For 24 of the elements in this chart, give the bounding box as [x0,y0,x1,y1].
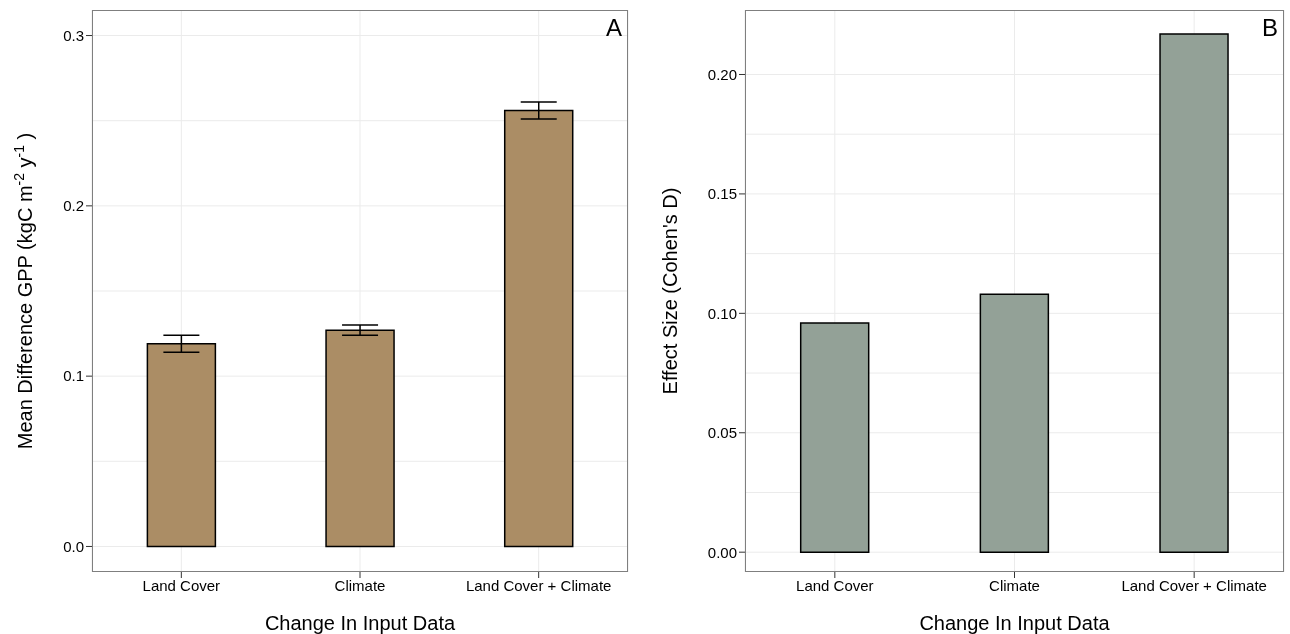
y-tick-label: 0.2 [63,197,84,215]
y-tick-label: 0.15 [707,185,737,203]
y-tick-label: 0.1 [63,367,84,385]
y-tick-label: 0.3 [63,26,84,44]
annotation: B [1261,14,1278,42]
y-tick-label: 0.10 [707,304,737,322]
x-tick-label: Land Cover [142,576,221,594]
y-tick-label: 0.05 [707,424,737,442]
y-tick-label: 0.00 [707,543,737,561]
x-axis-title: Change In Input Data [919,612,1111,634]
bar [1159,33,1229,553]
x-tick-label: Climate [334,576,386,594]
y-tick-label: 0.0 [63,537,84,555]
x-tick-label: Land Cover + Climate [1121,576,1267,594]
bar [325,329,395,548]
bar [799,322,870,553]
x-tick-label: Land Cover + Climate [465,576,612,594]
y-tick-label: 0.20 [707,65,737,83]
annotation: A [605,14,622,42]
x-axis-title: Change In Input Data [264,612,456,634]
x-tick-label: Land Cover [796,576,874,594]
bar [979,293,1050,553]
x-tick-label: Climate [989,576,1040,594]
y-axis-title: Effect Size (Cohen's D) [659,187,681,395]
